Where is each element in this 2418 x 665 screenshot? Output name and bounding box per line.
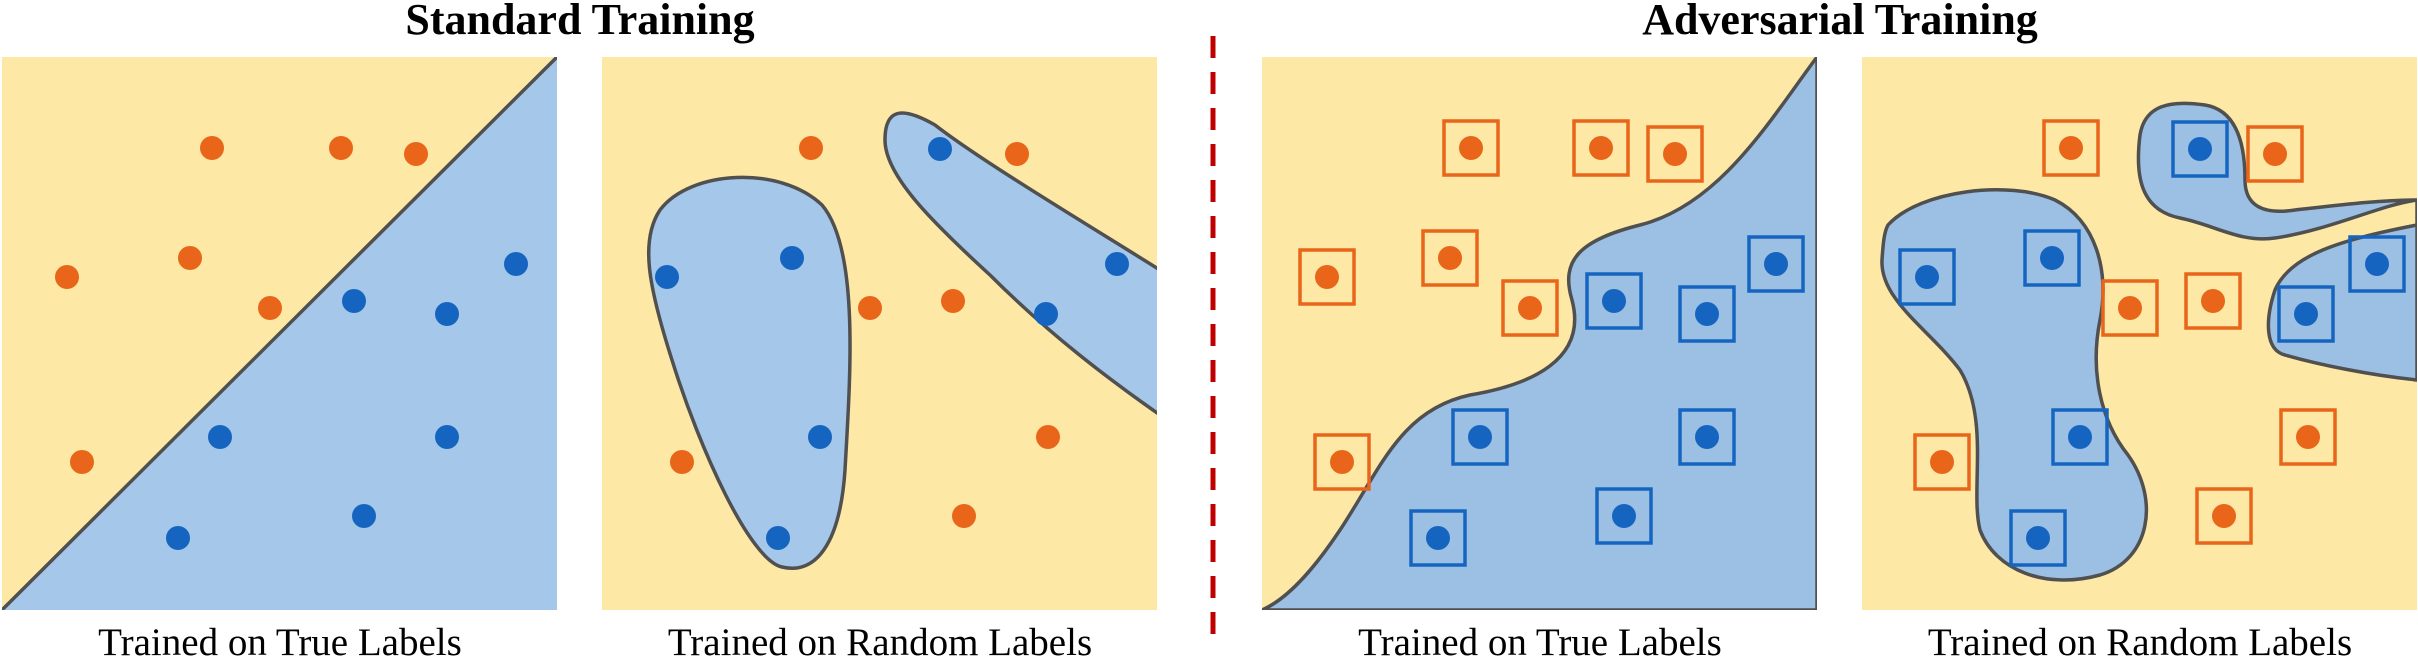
blue-point (766, 526, 790, 550)
orange-markers (1298, 119, 1704, 491)
blue-points (166, 252, 528, 550)
panel-standard-random-labels (602, 57, 1157, 610)
blue-region-left (646, 175, 852, 570)
orange-point (1036, 425, 1060, 449)
orange-point-with-box (1913, 433, 1971, 491)
blue-point-with-box (1451, 408, 1509, 466)
blue-point (655, 265, 679, 289)
orange-point (799, 136, 823, 160)
blue-point-with-box (1898, 248, 1956, 306)
blue-point (780, 246, 804, 270)
orange-points (55, 136, 428, 474)
blue-point (928, 137, 952, 161)
blue-point-with-box (2051, 408, 2109, 466)
orange-point-with-box (1421, 229, 1479, 287)
blue-point-with-box (2023, 229, 2081, 287)
orange-point-with-box (1572, 119, 1630, 177)
decision-boundary (2, 57, 557, 610)
blue-point (435, 425, 459, 449)
orange-point (404, 142, 428, 166)
blue-region-left (1880, 188, 2149, 582)
orange-point-with-box (1442, 119, 1500, 177)
blue-point (808, 425, 832, 449)
orange-point (858, 296, 882, 320)
blue-markers (1898, 120, 2406, 567)
blue-markers (1409, 235, 1805, 567)
orange-point (941, 289, 965, 313)
blue-region-right (2136, 101, 2417, 382)
panel-caption: Trained on Random Labels (1928, 621, 2352, 664)
blue-point (435, 302, 459, 326)
panel-caption: Trained on Random Labels (668, 621, 1092, 664)
section-title-adversarial: Adversarial Training (1642, 0, 2038, 44)
blue-point (1105, 252, 1129, 276)
orange-point-with-box (2184, 272, 2242, 330)
orange-point-with-box (2246, 125, 2304, 183)
blue-point-with-box (1585, 272, 1643, 330)
orange-markers (1913, 119, 2337, 545)
orange-point (55, 265, 79, 289)
panel-caption: Trained on True Labels (1358, 621, 1722, 664)
blue-point (352, 504, 376, 528)
blue-point-with-box (1678, 285, 1736, 343)
orange-point-with-box (2101, 279, 2159, 337)
section-title-standard: Standard Training (405, 0, 754, 44)
orange-point-with-box (1313, 433, 1371, 491)
panel-adversarial-random-labels (1862, 57, 2417, 610)
blue-point-with-box (1747, 235, 1805, 293)
panel-caption: Trained on True Labels (98, 621, 462, 664)
blue-point-with-box (2171, 120, 2229, 178)
orange-point-with-box (2195, 487, 2253, 545)
orange-point (952, 504, 976, 528)
blue-point (208, 425, 232, 449)
orange-point (1005, 142, 1029, 166)
blue-point-with-box (1409, 509, 1467, 567)
orange-point-with-box (2279, 408, 2337, 466)
orange-point (329, 136, 353, 160)
blue-point-with-box (2009, 509, 2067, 567)
blue-point (1034, 302, 1058, 326)
blue-point (166, 526, 190, 550)
orange-point (70, 450, 94, 474)
blue-region-right (883, 111, 1157, 416)
orange-point-with-box (1646, 125, 1704, 183)
blue-point-with-box (1595, 487, 1653, 545)
panel-adversarial-true-labels (1262, 57, 1817, 610)
blue-point (504, 252, 528, 276)
orange-point (670, 450, 694, 474)
orange-point (200, 136, 224, 160)
blue-point-with-box (1678, 408, 1736, 466)
blue-point-with-box (2277, 285, 2335, 343)
orange-point-with-box (1298, 248, 1356, 306)
blue-region (1262, 57, 1817, 610)
orange-point-with-box (1501, 279, 1559, 337)
blue-point-with-box (2348, 235, 2406, 293)
blue-point (342, 289, 366, 313)
orange-point (178, 246, 202, 270)
orange-point (258, 296, 282, 320)
orange-point-with-box (2042, 119, 2100, 177)
blue-points (655, 137, 1129, 550)
orange-points (670, 136, 1060, 528)
panel-standard-true-labels (2, 57, 557, 610)
